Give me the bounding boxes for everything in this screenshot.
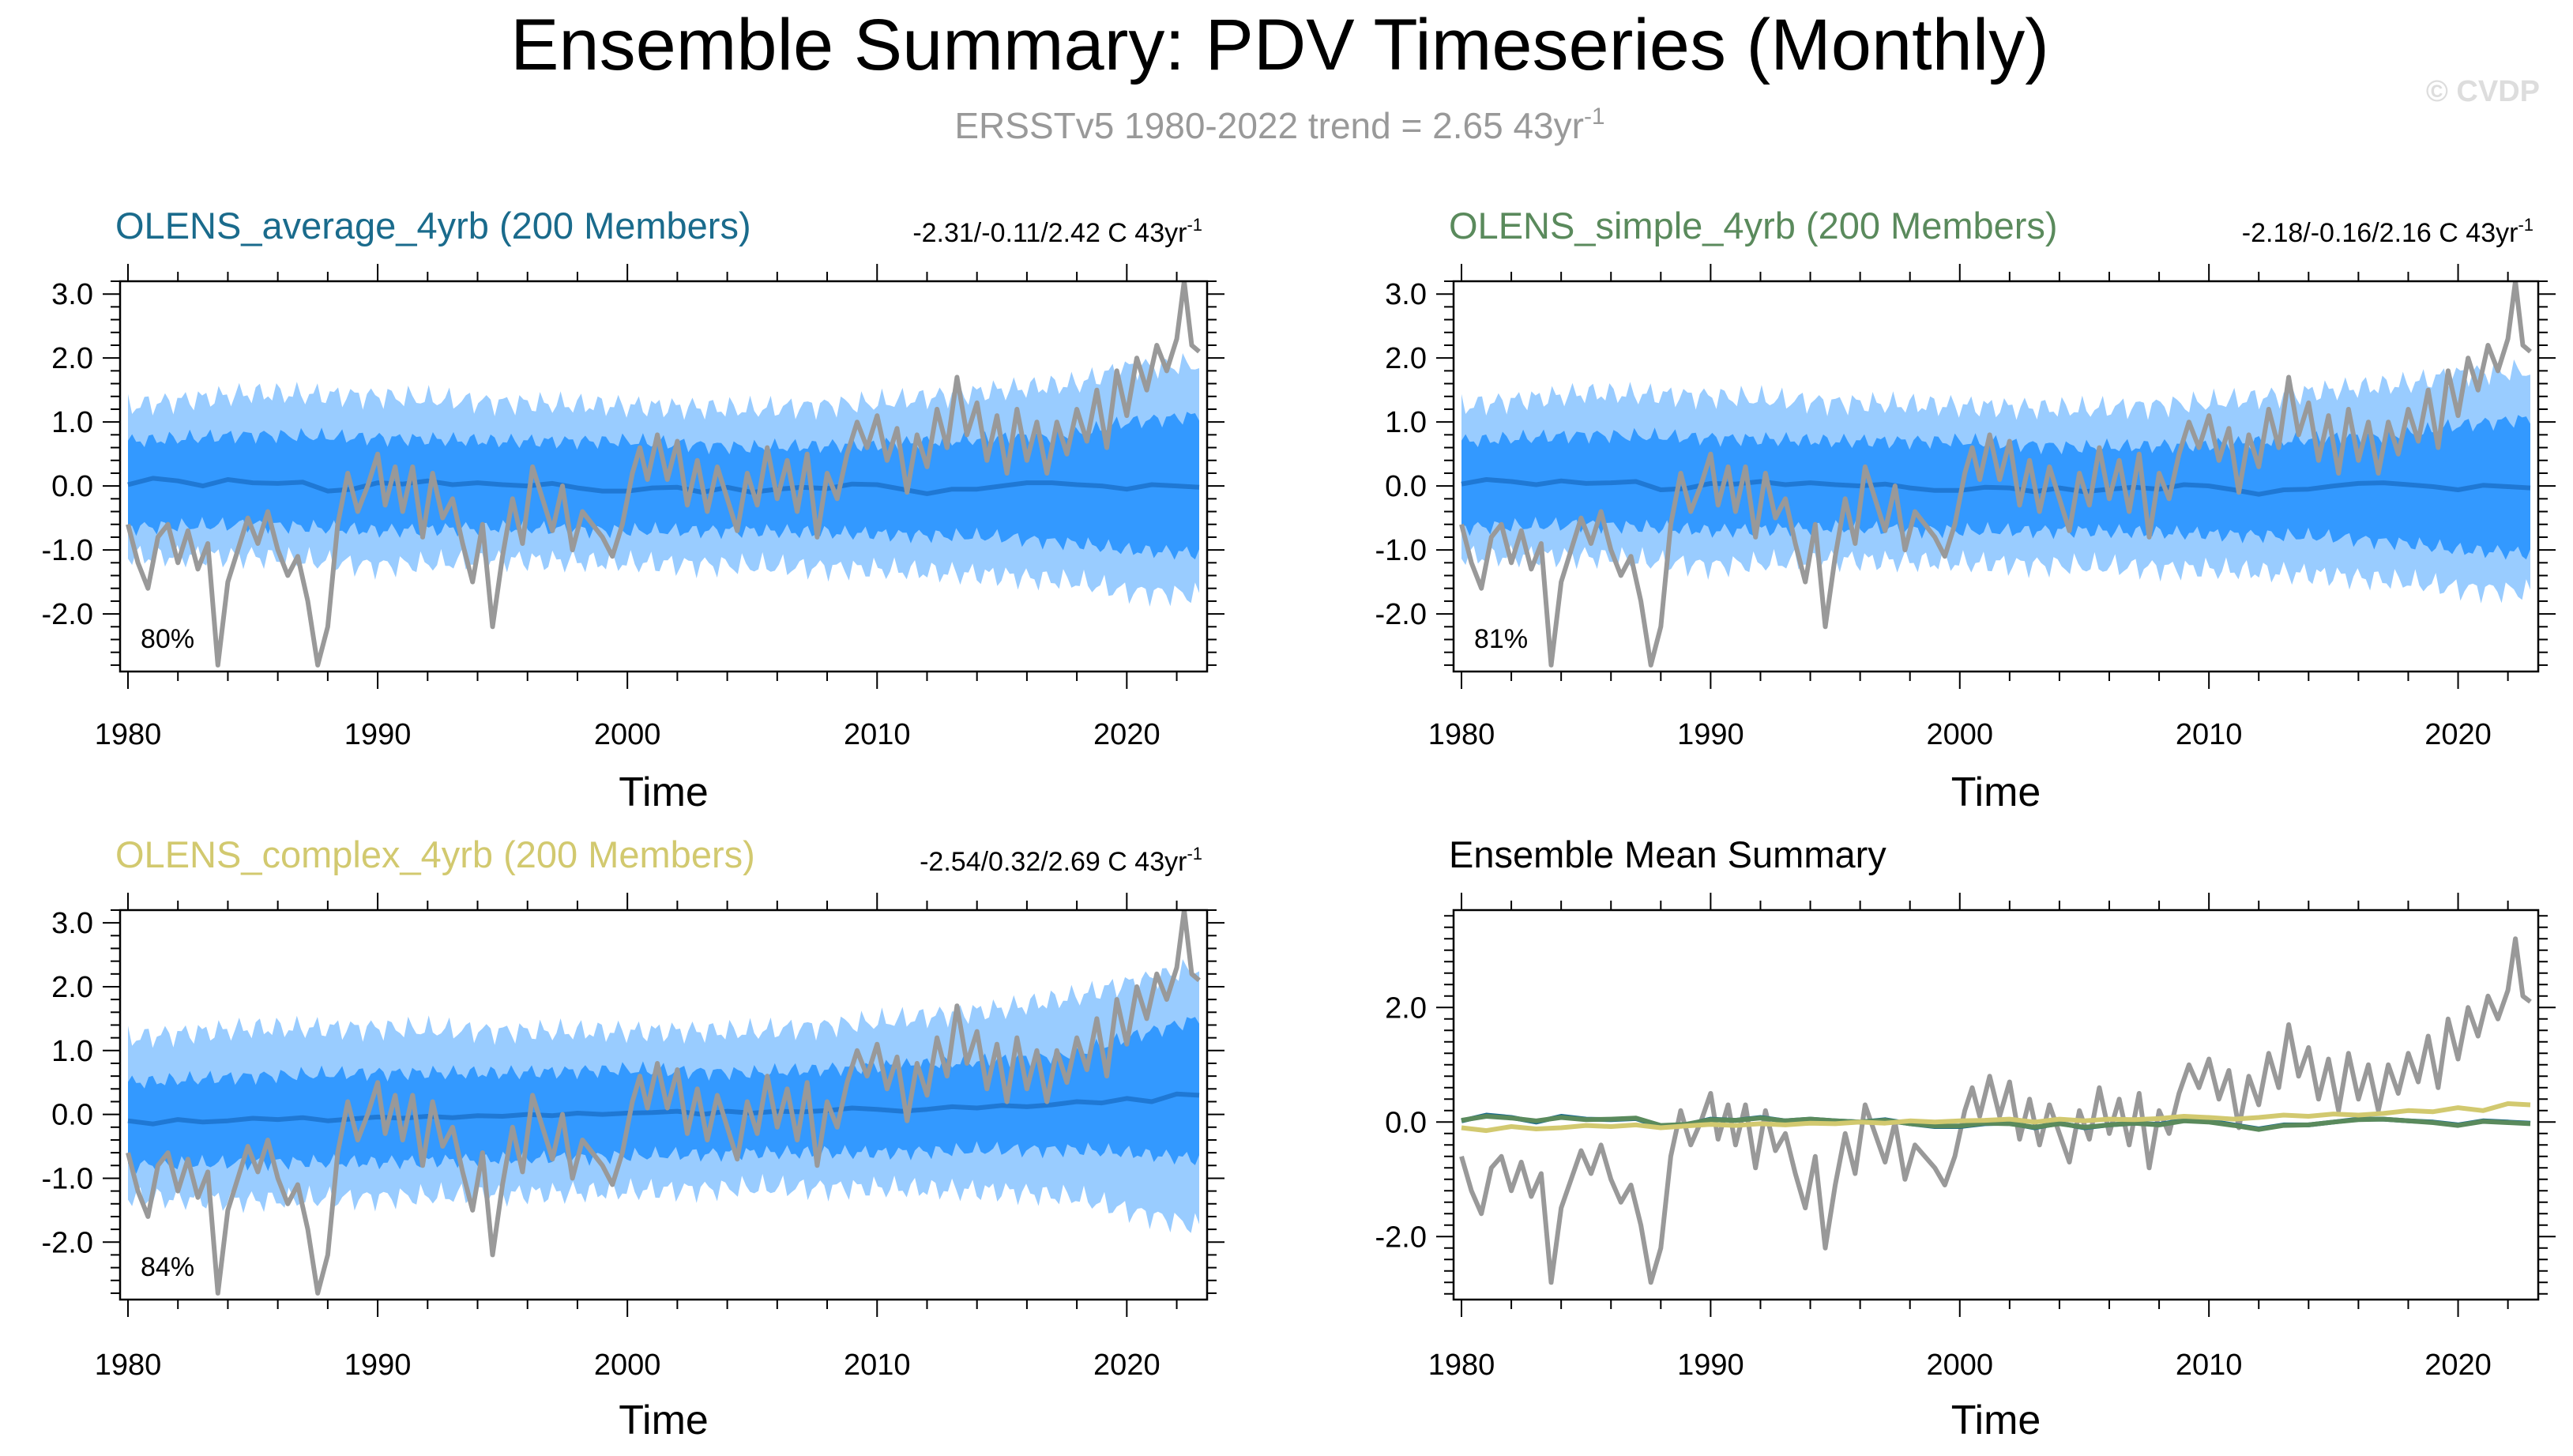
x-tick-label: 2010 [2176, 718, 2243, 751]
y-tick-label: 1.0 [1385, 406, 1427, 439]
x-axis-label: Time [619, 769, 709, 815]
y-tick-label: -1.0 [1375, 534, 1427, 567]
y-tick-label: 3.0 [51, 907, 93, 940]
y-tick-label: 2.0 [1385, 342, 1427, 375]
x-tick-label: 2020 [2424, 718, 2492, 751]
x-tick-label: 2010 [844, 718, 911, 751]
panel-trend-sup: -1 [2518, 215, 2534, 235]
panel-title: OLENS_simple_4yrb (200 Members) [1449, 205, 2058, 246]
panel-trend-text: -2.18/-0.16/2.16 C 43yr [2242, 218, 2518, 248]
x-tick-label: 1980 [1428, 718, 1495, 751]
y-tick-label: 1.0 [51, 1035, 93, 1068]
x-tick-label: 1990 [344, 718, 412, 751]
panel-olens-simple: 1980 1990 2000 2010 2020 3.0 2.0 1.0 0.0 -1.0 -2.0… [1375, 205, 2556, 815]
plot-frame [1452, 909, 2540, 1301]
x-tick-label: 1990 [1677, 718, 1744, 751]
y-tick-label: -2.0 [1375, 598, 1427, 631]
x-tick-label: 2010 [2176, 1349, 2243, 1382]
x-tick-label: 2010 [844, 1349, 911, 1382]
x-tick-label: 2000 [1926, 1349, 1993, 1382]
y-tick-label: 1.0 [51, 406, 93, 439]
panel-title: Ensemble Mean Summary [1449, 833, 1886, 875]
y-tick-label: 3.0 [1385, 278, 1427, 311]
observed-line [126, 910, 1201, 1296]
panel-title: OLENS_average_4yrb (200 Members) [115, 205, 751, 246]
y-tick-label: 0.0 [51, 1099, 93, 1132]
subtitle-text: ERSSTv5 1980-2022 trend = 2.65 43yr [954, 105, 1584, 146]
x-tick-label: 1990 [344, 1349, 412, 1382]
y-tick-label: -1.0 [42, 534, 93, 567]
y-tick-label: 2.0 [51, 342, 93, 375]
x-axis-label: Time [1951, 769, 2041, 815]
x-tick-label: 2020 [1093, 1349, 1160, 1382]
y-tick-label: -2.0 [42, 1226, 93, 1259]
plot-frame [118, 280, 1209, 673]
plot-area [126, 281, 1201, 668]
panel-olens-average: 1980 1990 2000 2010 2020 3.0 2.0 1.0 0.0 -1.0 -2.0… [42, 205, 1224, 815]
plot-frame [1452, 280, 2540, 673]
y-tick-label: 3.0 [51, 278, 93, 311]
observed-line [1459, 281, 2532, 668]
y-tick-label: 0.0 [1385, 1106, 1427, 1139]
panel-trend: -2.18/-0.16/2.16 C 43yr-1 [2242, 215, 2534, 248]
x-tick-label: 1980 [1428, 1349, 1495, 1382]
cvdp-watermark: © CVDP [2426, 75, 2540, 108]
y-tick-label: -2.0 [1375, 1221, 1427, 1254]
panel-ensemble-mean-summary: 1980 1990 2000 2010 2020 2.0 0.0 -2.0 Time Ensemb… [1375, 833, 2556, 1443]
x-tick-label: 1980 [95, 718, 162, 751]
panel-trend-sup: -1 [1187, 844, 1202, 863]
percent-within-spread: 80% [141, 624, 194, 654]
panel-trend-sup: -1 [1187, 215, 1202, 235]
ensemble-mean-top-right-line [1461, 1114, 2531, 1132]
x-tick-label: 2020 [1093, 718, 1160, 751]
subtitle-sup: -1 [1584, 103, 1605, 130]
percent-within-spread: 84% [141, 1252, 194, 1282]
panel-trend: -2.54/0.32/2.69 C 43yr-1 [920, 844, 1202, 877]
y-tick-label: -1.0 [42, 1162, 93, 1195]
y-tick-label: 2.0 [1385, 991, 1427, 1025]
x-axis-label: Time [619, 1398, 709, 1443]
x-tick-label: 2000 [594, 1349, 661, 1382]
panel-title: OLENS_complex_4yrb (200 Members) [115, 833, 755, 875]
observed-line [1459, 936, 2532, 1285]
ensemble-mean-line [127, 1091, 1200, 1127]
plot-frame [118, 909, 1209, 1301]
panel-trend: -2.31/-0.11/2.42 C 43yr-1 [912, 215, 1202, 248]
x-tick-label: 2000 [594, 718, 661, 751]
x-tick-label: 1980 [95, 1349, 162, 1382]
percent-within-spread: 81% [1474, 624, 1528, 654]
ensemble-mean-line [127, 476, 1200, 496]
observed-line [126, 281, 1201, 668]
y-tick-label: -2.0 [42, 598, 93, 631]
figure-title: Ensemble Summary: PDV Timeseries (Monthl… [510, 5, 2049, 85]
panel-olens-complex: 1980 1990 2000 2010 2020 3.0 2.0 1.0 0.0 -1.0 -2.0… [42, 833, 1224, 1443]
x-tick-label: 2020 [2424, 1349, 2492, 1382]
y-tick-label: 2.0 [51, 971, 93, 1004]
x-tick-label: 2000 [1926, 718, 1993, 751]
x-tick-label: 1990 [1677, 1349, 1744, 1382]
figure-subtitle: ERSSTv5 1980-2022 trend = 2.65 43yr-1 [954, 103, 1604, 146]
plot-area [1459, 936, 2532, 1285]
ensemble-mean-line [1461, 477, 2531, 497]
plot-area [1459, 281, 2532, 668]
x-axis-label: Time [1951, 1398, 2041, 1443]
plot-area [126, 910, 1201, 1296]
panel-trend-text: -2.31/-0.11/2.42 C 43yr [912, 218, 1187, 248]
panel-trend-text: -2.54/0.32/2.69 C 43yr [920, 847, 1187, 877]
y-tick-label: 0.0 [1385, 470, 1427, 503]
y-tick-label: 0.0 [51, 470, 93, 503]
ensemble-mean-bottom-left-line [1461, 1101, 2531, 1134]
